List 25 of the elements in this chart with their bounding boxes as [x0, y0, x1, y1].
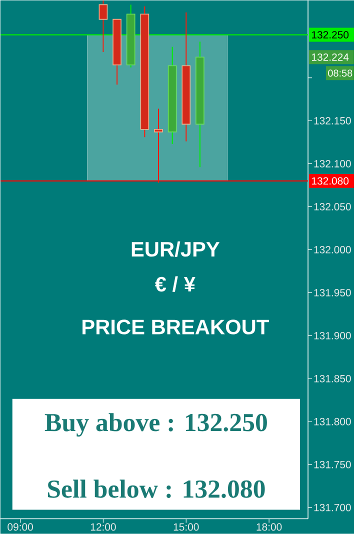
y-tick-label: 132.100: [314, 160, 352, 168]
y-tick-label: 132.000: [314, 246, 352, 254]
y-tick-label: 131.750: [314, 460, 352, 468]
text: 132.224: [312, 53, 349, 61]
text: EUR/JPY: [132, 241, 220, 257]
annotation: Sell below : 132.080: [48, 480, 265, 498]
x-tick-label: 15:00: [174, 523, 199, 531]
ref-line-label: 132.250: [312, 31, 349, 38]
candlestick: [154, 108, 164, 184]
y-tick-label: 131.850: [314, 374, 352, 382]
text: € / ¥: [155, 276, 196, 292]
y-tick-label: 131.900: [314, 332, 352, 340]
y-tick-label: 132.050: [314, 203, 352, 210]
annotation: Buy above : 132.250: [45, 413, 268, 437]
x-tick-label: 12:00: [91, 523, 116, 531]
y-tick-label: 132.150: [314, 117, 352, 124]
ref-line-label: 132.080: [312, 177, 349, 185]
text: 08:58: [328, 70, 352, 77]
y-tick-label: 131.700: [314, 504, 352, 512]
annotation: PRICE BREAKOUT: [82, 320, 270, 334]
y-tick-label: 131.950: [314, 288, 352, 296]
x-tick-label: 18:00: [256, 523, 282, 531]
y-tick-label: 131.800: [314, 418, 352, 426]
candlestick: [98, 0, 108, 52]
x-tick-label: 09:00: [8, 523, 34, 531]
